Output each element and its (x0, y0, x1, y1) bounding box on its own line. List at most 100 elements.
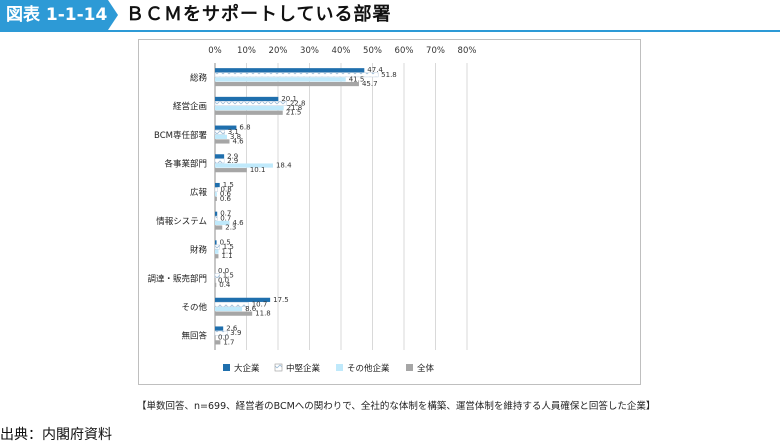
x-tick-label: 50% (363, 46, 382, 56)
data-label: 21.8 (287, 104, 303, 112)
legend-swatch (406, 364, 413, 371)
data-label: 47.4 (367, 66, 383, 74)
data-label: 2.3 (225, 223, 236, 231)
bar (214, 187, 218, 192)
x-tick-label: 80% (458, 46, 477, 56)
x-tick-label: 30% (300, 46, 319, 56)
bar (214, 101, 288, 106)
data-label: 10.1 (250, 166, 266, 174)
x-tick-label: 40% (332, 46, 351, 56)
bar (215, 249, 219, 254)
bar (214, 273, 220, 279)
figure-header: 図表 1-1-14 ＢＣＭをサポートしている部署 (0, 0, 780, 32)
data-label: 0.7 (220, 210, 231, 218)
data-label: 51.8 (381, 71, 397, 79)
legend-label: その他企業 (347, 363, 390, 374)
bar (215, 96, 279, 102)
data-label: 6.8 (239, 124, 250, 132)
bar (215, 81, 359, 87)
figure-number-tag: 図表 1-1-14 (0, 0, 118, 30)
data-label: 41.5 (349, 75, 365, 83)
data-label: 0.6 (220, 190, 232, 198)
bar (215, 297, 271, 302)
bar (215, 110, 283, 115)
legend-swatch (223, 364, 230, 371)
bar (215, 168, 247, 173)
bar (215, 282, 217, 288)
x-tick-label: 10% (237, 46, 256, 56)
legend-label: 全体 (417, 363, 435, 374)
data-label: 1.7 (223, 338, 234, 346)
data-label: 8.6 (245, 305, 257, 313)
bar (215, 211, 218, 216)
bar (214, 216, 218, 221)
data-label: 2.9 (227, 157, 238, 165)
data-label: 0.0 (218, 267, 229, 275)
data-label: 11.8 (255, 310, 271, 318)
data-label: 0.8 (221, 186, 232, 194)
data-label: 21.5 (286, 109, 302, 117)
data-label: 3.9 (230, 329, 241, 337)
data-label: 0.0 (218, 276, 229, 284)
bar (214, 302, 249, 307)
bar (214, 129, 225, 135)
chart-frame: 0% 10% 20% 30% 40% 50% 60% 70% 80% 総務 47.4 51.8 41.5… (138, 39, 641, 385)
category-label: 無回答 (181, 331, 207, 342)
data-label: 4.6 (232, 137, 244, 145)
legend-label: 大企業 (234, 363, 260, 374)
data-label: 18.4 (276, 161, 292, 169)
category-label: 総務 (190, 72, 208, 83)
data-label: 1.5 (223, 243, 234, 251)
data-label: 1.1 (221, 248, 232, 256)
data-label: 1.1 (221, 252, 232, 260)
legend-swatch (274, 363, 283, 372)
bar (215, 220, 230, 226)
bar (214, 244, 220, 250)
data-label: 2.9 (227, 152, 238, 160)
data-label: 0.5 (220, 238, 231, 246)
bar (215, 68, 365, 73)
data-label: 10.7 (252, 300, 268, 308)
bar (215, 134, 227, 139)
header-divider (0, 30, 780, 32)
category-label: 情報システム (156, 216, 207, 227)
x-tick-label: 60% (395, 46, 414, 56)
x-tick-label: 0% (208, 46, 222, 56)
bar (215, 240, 217, 245)
bar (214, 72, 379, 78)
legend-swatch (336, 364, 343, 371)
data-label: 0.0 (218, 334, 229, 342)
category-label: その他 (181, 302, 207, 313)
bar (215, 163, 273, 168)
bar (215, 125, 237, 130)
data-label: 0.4 (219, 281, 231, 289)
data-label: 0.7 (220, 214, 231, 222)
data-label: 1.5 (223, 272, 234, 280)
source-caption: 出典：内閣府資料 (0, 427, 112, 443)
bar (215, 139, 230, 144)
data-label: 0.6 (220, 195, 232, 203)
bar (215, 154, 225, 159)
bar (215, 254, 219, 259)
bar (215, 306, 243, 312)
bar (215, 192, 217, 197)
x-tick-label: 20% (269, 46, 288, 56)
bar (215, 182, 220, 188)
data-label: 1.5 (223, 181, 234, 189)
bar (214, 330, 228, 336)
data-label: 17.5 (273, 296, 289, 304)
data-label: 3.8 (230, 133, 241, 141)
bar (215, 340, 221, 345)
bar (215, 196, 217, 201)
bar (215, 106, 284, 111)
category-label: 各事業部門 (164, 158, 207, 169)
data-label: 20.1 (281, 95, 297, 103)
bar (215, 311, 253, 316)
category-label: 調達・販売部門 (147, 273, 207, 284)
data-label: 45.7 (362, 80, 378, 88)
data-label: 22.8 (290, 99, 306, 107)
bar (215, 77, 346, 82)
bar-chart: 0% 10% 20% 30% 40% 50% 60% 70% 80% 総務 47.451.8 41.5… (147, 46, 477, 374)
category-label: 財務 (190, 245, 208, 256)
data-label: 3.1 (228, 128, 239, 136)
